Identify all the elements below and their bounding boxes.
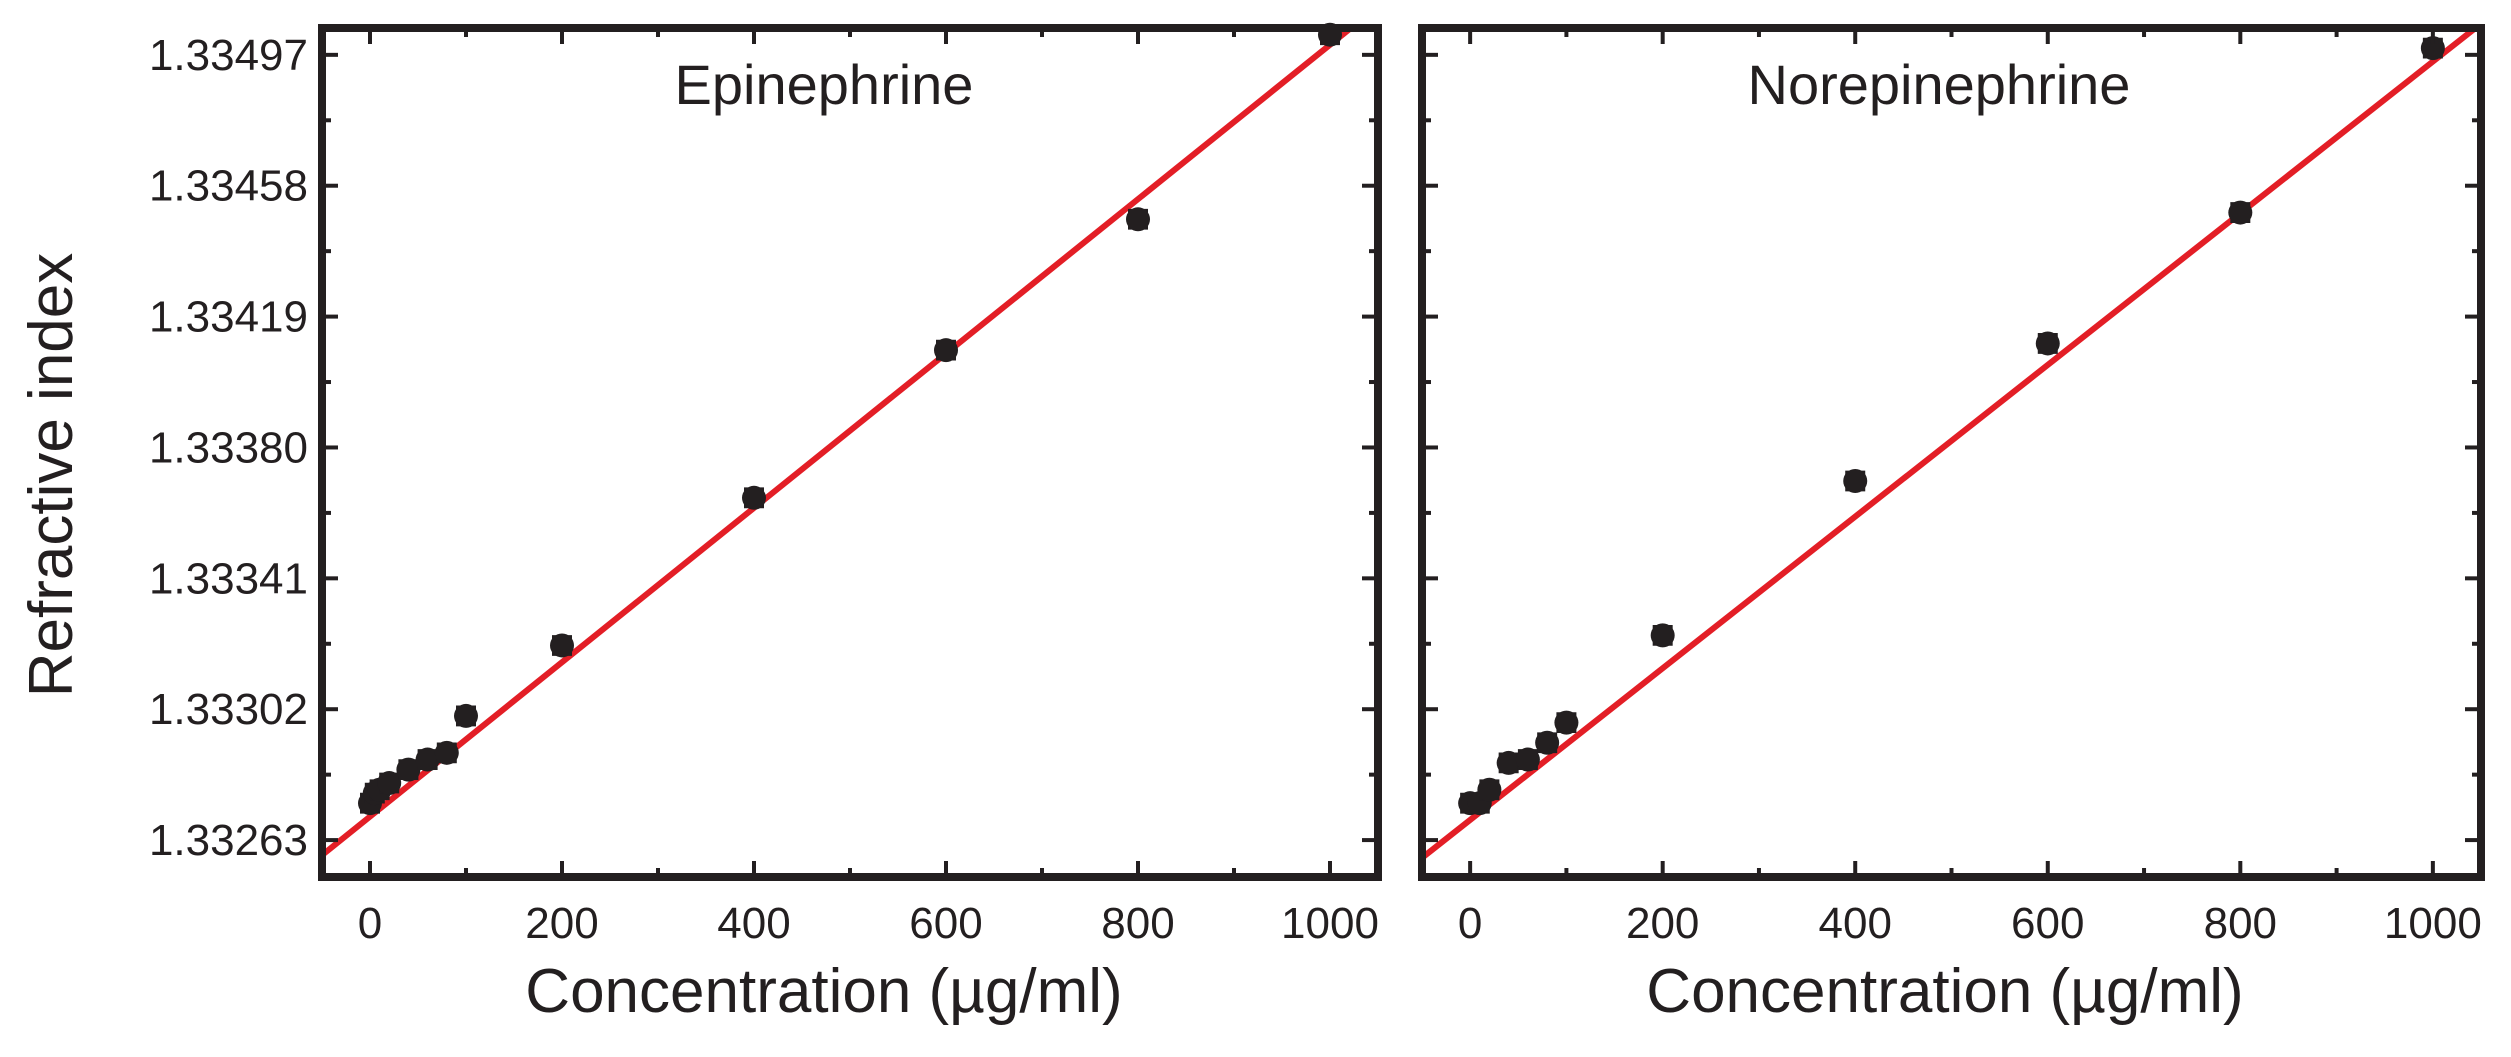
y-tick-label: 1.33380: [149, 423, 308, 472]
data-marker: [1535, 730, 1560, 755]
y-tick-label: 1.33341: [149, 554, 308, 603]
x-tick-label: 200: [525, 899, 598, 948]
data-point-8: [1843, 469, 1868, 494]
y-tick-label: 1.33497: [149, 31, 308, 80]
y-axis-title: Refractive index: [17, 253, 86, 698]
data-marker: [934, 338, 958, 363]
x-tick-label: 0: [358, 899, 382, 948]
data-point-9: [742, 485, 766, 510]
plot-frame: [1418, 24, 2485, 881]
x-tick-label: 800: [1101, 899, 1174, 948]
data-point-4: [1515, 747, 1540, 772]
plot-frame: [318, 24, 1382, 881]
data-marker: [415, 747, 440, 772]
data-point-4: [396, 757, 421, 782]
x-tick-label: 400: [1819, 899, 1892, 948]
panel-norepinephrine: 0 200 400 600 800 1000 Norepinephrine Concent…: [1418, 24, 2485, 1026]
data-marker: [454, 703, 478, 728]
data-point-7: [1650, 623, 1675, 648]
data-point-10: [2228, 200, 2253, 225]
data-marker: [2035, 331, 2060, 356]
data-point-5: [1535, 730, 1560, 755]
data-point-11: [2420, 36, 2445, 61]
data-point-11: [1126, 207, 1150, 232]
y-tick-label: 1.33302: [149, 685, 308, 734]
data-marker: [550, 633, 574, 658]
x-tick-label: 0: [1458, 899, 1482, 948]
data-marker: [434, 740, 459, 765]
data-marker: [1515, 747, 1540, 772]
x-tick-label: 400: [717, 899, 790, 948]
data-point-9: [2035, 331, 2060, 356]
x-tick-label: 600: [909, 899, 982, 948]
data-marker: [1126, 207, 1150, 232]
data-marker: [396, 757, 421, 782]
x-tick-label: 800: [2204, 899, 2277, 948]
data-marker: [1650, 623, 1675, 648]
data-point-6: [434, 740, 459, 765]
data-point-7: [454, 703, 478, 728]
x-tick-label: 1000: [1281, 899, 1379, 948]
fit-line: [1422, 28, 2481, 861]
x-tick-label: 600: [2011, 899, 2084, 948]
y-tick-label: 1.33419: [149, 293, 308, 342]
data-marker: [1554, 710, 1579, 735]
data-point-10: [934, 338, 958, 363]
data-marker: [742, 485, 766, 510]
panel-norepinephrine-plot: 0 200 400 600 800 1000: [1418, 24, 2485, 948]
data-marker: [1477, 777, 1502, 802]
y-tick-label: 1.33458: [149, 162, 308, 211]
y-tick-label: 1.33263: [149, 816, 308, 865]
panel-epinephrine: 0 200 400 600 800 1000 1.33263 1.33302 1.33341 1.…: [149, 22, 1382, 1026]
data-marker: [1496, 750, 1521, 775]
fit-line: [322, 28, 1356, 858]
data-point-3: [1496, 750, 1521, 775]
data-marker: [2420, 36, 2445, 61]
data-point-6: [1554, 710, 1579, 735]
data-marker: [1843, 469, 1868, 494]
x-tick-label: 200: [1626, 899, 1699, 948]
panel-norepinephrine-title: Norepinephrine: [1748, 53, 2131, 116]
data-marker: [377, 771, 402, 796]
data-point-5: [415, 747, 440, 772]
x-tick-label: 1000: [2384, 899, 2482, 948]
panel-epinephrine-x-axis-title: Concentration (µg/ml): [525, 957, 1122, 1026]
panel-norepinephrine-x-axis-title: Concentration (µg/ml): [1646, 957, 2243, 1026]
panel-epinephrine-title: Epinephrine: [675, 53, 974, 116]
data-point-2: [1477, 777, 1502, 802]
data-point-3: [377, 771, 402, 796]
data-point-8: [550, 633, 574, 658]
panel-epinephrine-plot: 0 200 400 600 800 1000 1.33263 1.33302 1.33341 1.…: [149, 22, 1382, 948]
data-marker: [2228, 200, 2253, 225]
